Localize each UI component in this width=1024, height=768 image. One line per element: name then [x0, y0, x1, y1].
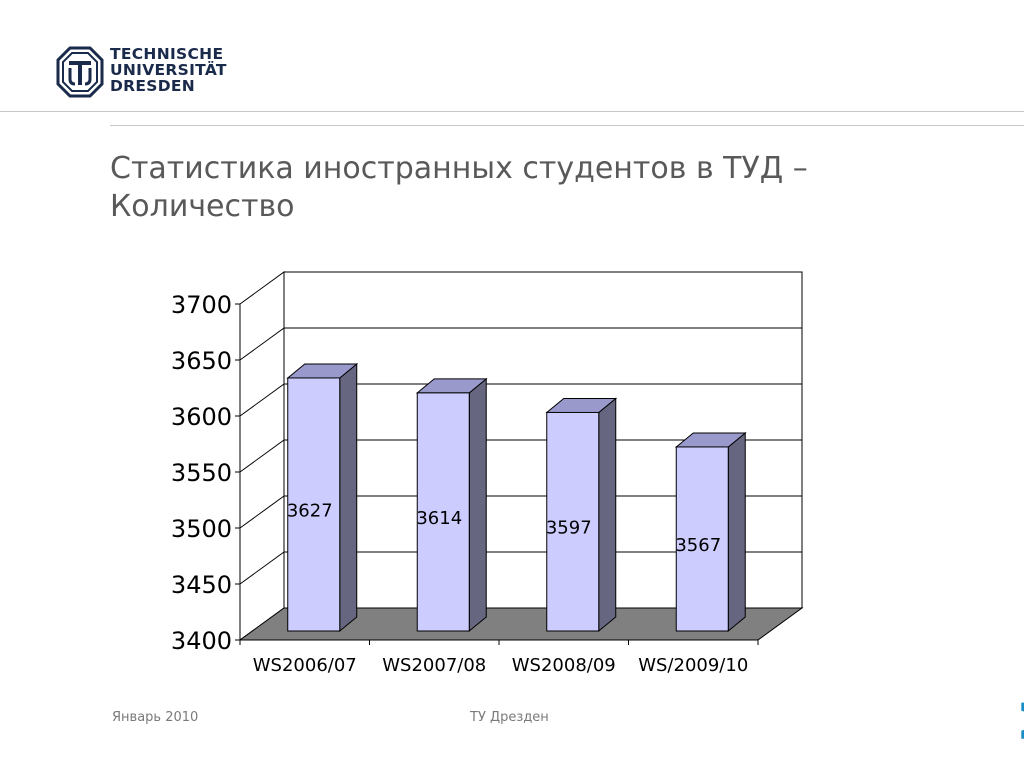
section-side-label: Межд. связи — [1011, 386, 1024, 744]
bar — [287, 377, 341, 632]
gridline-side — [239, 383, 285, 417]
footer-date: Январь 2010 — [112, 710, 199, 725]
data-label: 3614 — [416, 508, 462, 529]
y-tick-label: 3500 — [171, 515, 232, 543]
logo-line-2: UNIVERSITÄT — [110, 61, 227, 79]
logo-line-1: TECHNISCHE — [110, 45, 224, 63]
header-divider-bottom — [110, 125, 1024, 126]
data-label: 3567 — [675, 535, 721, 556]
gridline-side — [239, 439, 285, 473]
header-divider-top — [0, 111, 1024, 112]
bar — [675, 446, 729, 632]
data-label: 3627 — [287, 500, 333, 521]
bar-side — [468, 377, 487, 633]
gridline-side — [239, 495, 285, 529]
y-tick-label: 3700 — [171, 291, 232, 319]
logo-wordmark: TECHNISCHE UNIVERSITÄT DRESDEN — [110, 46, 227, 94]
bar-side — [339, 362, 358, 633]
slide-header: TECHNISCHE UNIVERSITÄT DRESDEN — [0, 0, 1024, 130]
bar-side — [727, 431, 746, 633]
tu-dresden-emblem-icon — [56, 46, 104, 98]
y-tick-label: 3650 — [171, 347, 232, 375]
y-tick-label: 3450 — [171, 571, 232, 599]
x-tick-label: WS/2009/10 — [638, 655, 748, 676]
footer-organization: ТУ Дрезден — [470, 710, 549, 725]
bar — [546, 411, 600, 632]
gridline-side — [239, 551, 285, 585]
data-label: 3597 — [546, 518, 592, 539]
tu-dresden-logo: TECHNISCHE UNIVERSITÄT DRESDEN — [56, 46, 227, 102]
y-tick-label: 3400 — [171, 627, 232, 655]
x-tick-label: WS2007/08 — [382, 655, 486, 676]
x-tick-label: WS2006/07 — [253, 655, 357, 676]
slide-title: Статистика иностранных студентов в ТУД –… — [110, 151, 808, 224]
bar — [416, 392, 470, 632]
bar-side — [598, 397, 617, 633]
gridline-side — [239, 327, 285, 361]
y-tick-label: 3550 — [171, 459, 232, 487]
y-tick-label: 3600 — [171, 403, 232, 431]
x-tick-label: WS2008/09 — [512, 655, 616, 676]
logo-line-3: DRESDEN — [110, 77, 196, 95]
